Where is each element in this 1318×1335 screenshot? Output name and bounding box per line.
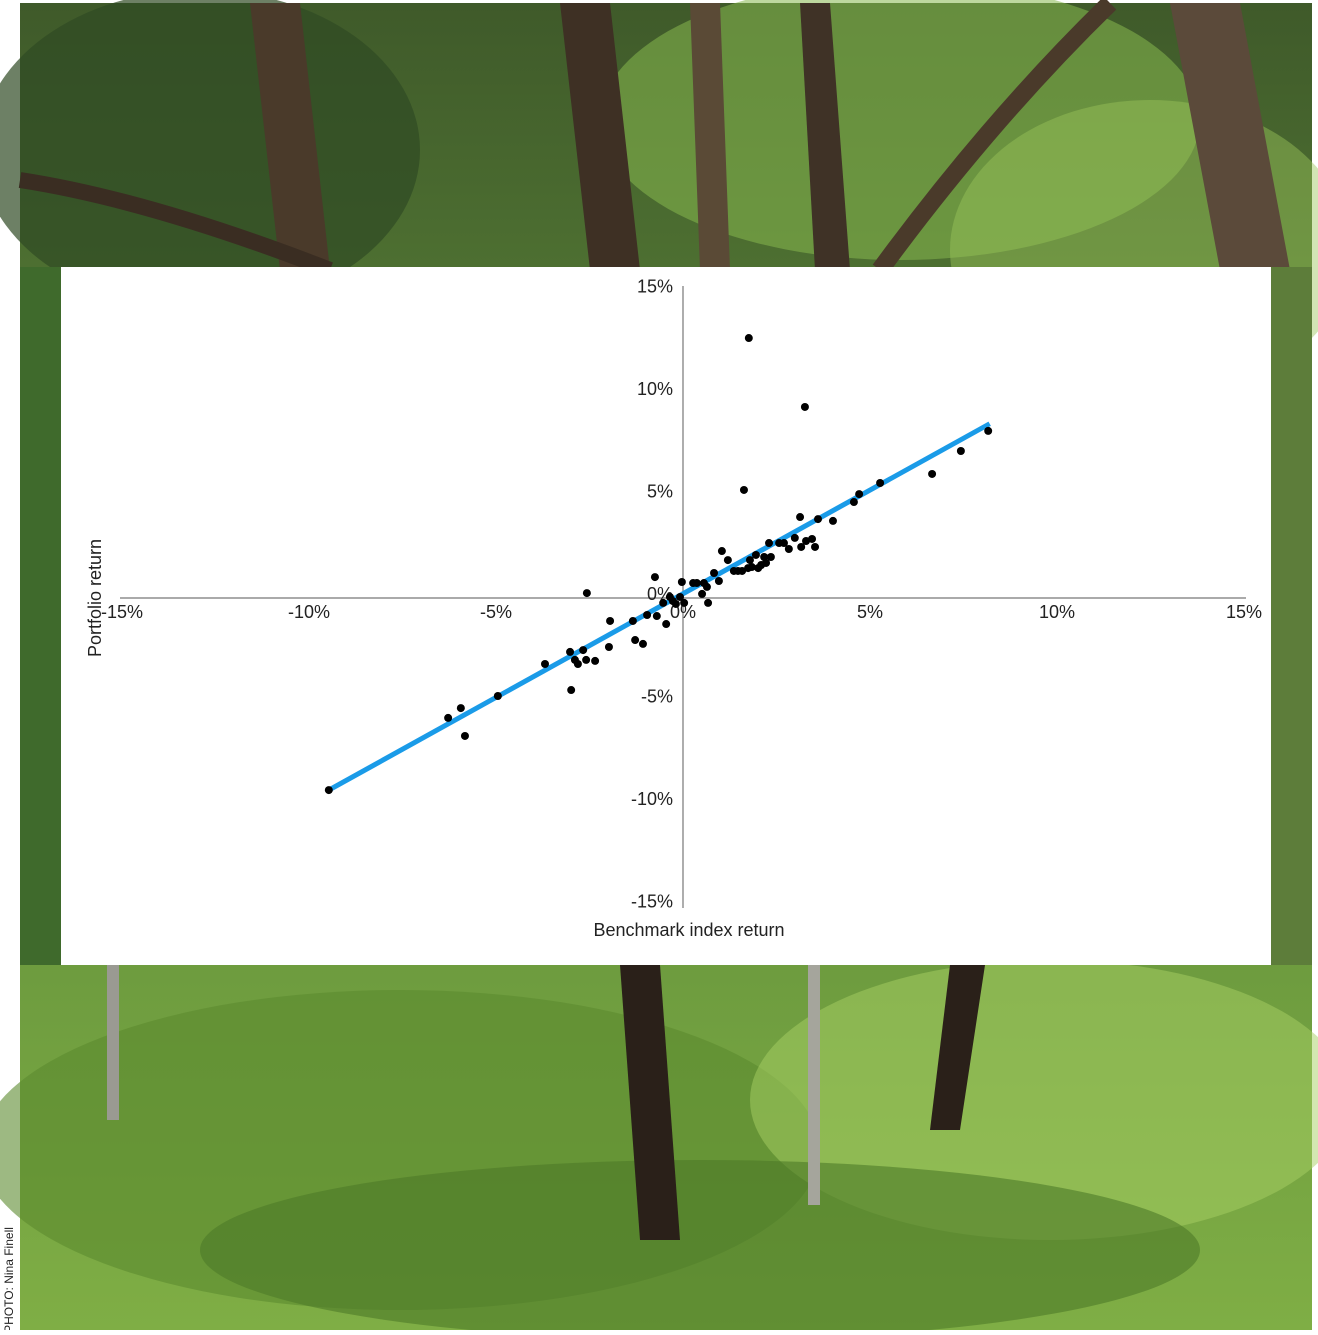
data-point <box>643 611 651 619</box>
data-point <box>785 545 793 553</box>
data-point <box>715 577 723 585</box>
y-tick-label: 5% <box>647 481 673 501</box>
chart: PHOTO: Nina Finell Portfolio return Benc… <box>0 0 1318 1330</box>
x-tick-label: 10% <box>1039 602 1075 622</box>
data-point <box>710 569 718 577</box>
data-point <box>724 556 732 564</box>
photo-credit: PHOTO: Nina Finell <box>2 1227 16 1330</box>
data-point <box>680 599 688 607</box>
data-point <box>928 470 936 478</box>
data-point <box>808 535 816 543</box>
data-point <box>651 573 659 581</box>
data-point <box>876 479 884 487</box>
data-point <box>629 617 637 625</box>
x-tick-label: -10% <box>288 602 330 622</box>
y-tick-label: 15% <box>637 276 673 296</box>
data-point <box>814 515 822 523</box>
y-tick-label: 10% <box>637 379 673 399</box>
data-point <box>605 643 613 651</box>
data-point <box>461 732 469 740</box>
data-point <box>752 551 760 559</box>
y-tick-label: -15% <box>631 891 673 911</box>
data-point <box>811 543 819 551</box>
data-point <box>765 539 773 547</box>
x-tick-label: -5% <box>480 602 512 622</box>
data-point <box>582 656 590 664</box>
data-point <box>659 599 667 607</box>
data-point <box>984 427 992 435</box>
data-point <box>672 600 680 608</box>
data-point <box>567 686 575 694</box>
data-point <box>457 704 465 712</box>
data-point <box>325 786 333 794</box>
data-point <box>606 617 614 625</box>
data-point <box>583 589 591 597</box>
data-point <box>639 640 647 648</box>
data-point <box>678 578 686 586</box>
data-point <box>703 583 711 591</box>
data-point <box>444 714 452 722</box>
chart-panel <box>61 267 1271 965</box>
data-point <box>653 612 661 620</box>
data-point <box>591 657 599 665</box>
data-point <box>740 486 748 494</box>
y-axis-title: Portfolio return <box>85 539 105 657</box>
data-point <box>829 517 837 525</box>
data-point <box>767 553 775 561</box>
data-point <box>704 599 712 607</box>
data-point <box>693 579 701 587</box>
y-tick-label: -10% <box>631 789 673 809</box>
data-point <box>745 334 753 342</box>
data-point <box>718 547 726 555</box>
data-point <box>791 534 799 542</box>
data-point <box>579 646 587 654</box>
data-point <box>855 490 863 498</box>
data-point <box>662 620 670 628</box>
x-axis-title: Benchmark index return <box>593 920 784 940</box>
data-point <box>801 403 809 411</box>
page: {"chart_data": { "type": "scatter", "x_l… <box>0 0 1318 1330</box>
data-point <box>957 447 965 455</box>
data-point <box>796 513 804 521</box>
data-point <box>698 590 706 598</box>
data-point <box>541 660 549 668</box>
x-tick-label: 15% <box>1226 602 1262 622</box>
y-tick-label: -5% <box>641 686 673 706</box>
data-point <box>494 692 502 700</box>
data-point <box>566 648 574 656</box>
data-point <box>850 498 858 506</box>
x-tick-label: -15% <box>101 602 143 622</box>
data-point <box>574 660 582 668</box>
x-tick-label: 5% <box>857 602 883 622</box>
data-point <box>631 636 639 644</box>
